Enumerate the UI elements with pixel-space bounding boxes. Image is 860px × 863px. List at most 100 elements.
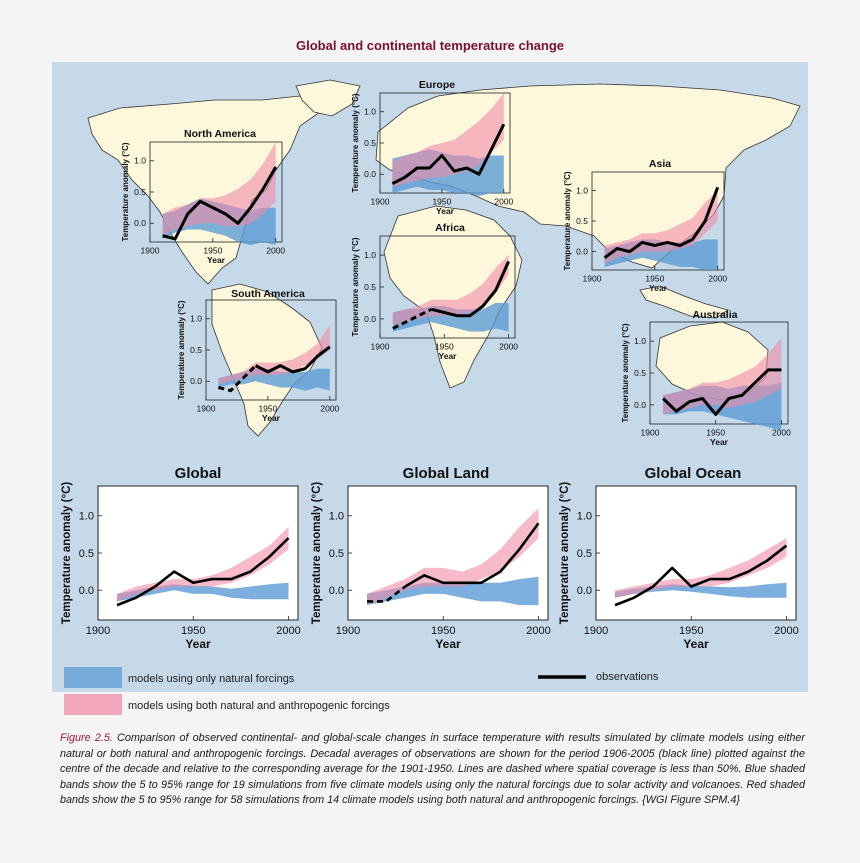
africa-anthropogenic-band — [392, 255, 509, 326]
australia-xlabel: Year — [710, 437, 729, 447]
global-land-observations-line — [404, 522, 540, 588]
africa-xtick-label: 1950 — [435, 342, 454, 352]
europe-ytick-label: 0.0 — [364, 169, 376, 179]
global-ocean-xtick-label: 1950 — [679, 625, 703, 637]
australia-xtick-label: 1900 — [641, 428, 660, 438]
global-land-observations-dashed — [367, 585, 406, 603]
global-ytick-label: 0.0 — [79, 585, 94, 597]
global-ocean-ytick-label: 0.0 — [577, 585, 592, 597]
north-america-ytick-label: 0.5 — [134, 187, 146, 197]
legend: models using only natural forcings model… — [64, 667, 659, 715]
asia-xtick-label: 2000 — [708, 274, 727, 284]
south-america-chart: 0.0 0.5 1.0 1900 1950 2000 Year Temperature ano… — [177, 288, 340, 423]
global-land-natural-band — [367, 576, 539, 606]
australia-ylabel: Temperature anomaly (°C) — [621, 323, 630, 422]
africa-ytick-label: 0.5 — [364, 282, 376, 292]
australia-ytick-label: 0.0 — [634, 400, 646, 410]
caption-label: Figure 2.5. — [60, 732, 113, 744]
europe-xtick-label: 1950 — [432, 197, 451, 207]
europe-ytick-label: 0.5 — [364, 138, 376, 148]
australia-xtick-label: 1950 — [706, 428, 725, 438]
europe-xtick-label: 1900 — [371, 197, 390, 207]
asia-ylabel: Temperature anomaly (°C) — [563, 171, 572, 270]
asia-title: Asia — [649, 158, 671, 170]
asia-xlabel: Year — [649, 283, 668, 293]
caption-text: Comparison of observed continental- and … — [60, 732, 805, 806]
africa-ytick-label: 0.0 — [364, 314, 376, 324]
global-land-title: Global Land — [403, 465, 490, 482]
asia-xtick-label: 1950 — [645, 274, 664, 284]
global-xlabel: Year — [185, 637, 211, 651]
south-america-ytick-label: 0.5 — [190, 345, 202, 355]
global-land-xtick-label: 2000 — [526, 625, 550, 637]
south-america-ylabel: Temperature anomaly (°C) — [177, 300, 186, 399]
global-title: Global — [175, 465, 222, 482]
global-ocean-ytick-label: 1.0 — [577, 511, 592, 523]
africa-xlabel: Year — [439, 351, 458, 361]
legend-both-swatch — [64, 694, 122, 715]
europe-ylabel: Temperature anomaly (°C) — [351, 93, 360, 192]
australia-ytick-label: 1.0 — [634, 336, 646, 346]
global-land-ytick-label: 0.5 — [329, 548, 344, 560]
australia-chart: 0.0 0.5 1.0 1900 1950 2000 Year Temperature ano… — [621, 309, 791, 447]
south-america-xlabel: Year — [262, 413, 281, 423]
global-ocean-xtick-label: 2000 — [774, 625, 798, 637]
global-ocean-xtick-label: 1900 — [584, 625, 608, 637]
north-america-xtick-label: 1950 — [203, 246, 222, 256]
global-xtick-label: 2000 — [276, 625, 300, 637]
south-america-land — [211, 283, 323, 437]
global-land-xtick-label: 1950 — [431, 625, 455, 637]
africa-xtick-label: 1900 — [371, 342, 390, 352]
legend-observations-label: observations — [596, 671, 659, 683]
global-land-anthropogenic-band — [367, 508, 539, 606]
australia-anthropogenic-band — [663, 337, 782, 415]
north-america-xtick-label: 2000 — [266, 246, 285, 256]
north-america-title: North America — [184, 128, 256, 140]
global-ocean-ytick-label: 0.5 — [577, 548, 592, 560]
legend-both-label: models using both natural and anthropoge… — [128, 700, 390, 712]
greenland-land — [295, 79, 361, 117]
asia-observations-line — [603, 186, 720, 259]
africa-chart: 0.0 0.5 1.0 1900 1950 2000 Year Temperature ano… — [351, 222, 518, 361]
se-asia-islands — [639, 285, 729, 319]
global-xtick-label: 1950 — [181, 625, 205, 637]
asia-ytick-label: 0.0 — [576, 247, 588, 257]
africa-ylabel: Temperature anomaly (°C) — [351, 237, 360, 336]
global-land-ytick-label: 0.0 — [329, 585, 344, 597]
asia-anthropogenic-band — [604, 190, 718, 264]
europe-ytick-label: 1.0 — [364, 107, 376, 117]
figure-title: Global and continental temperature chang… — [296, 38, 564, 53]
europe-xtick-label: 2000 — [494, 197, 513, 207]
global-land-xtick-label: 1900 — [336, 625, 360, 637]
africa-title: Africa — [435, 222, 465, 234]
africa-land — [383, 205, 523, 389]
australia-observations-line — [662, 368, 782, 416]
europe-chart: 0.0 0.5 1.0 1900 1950 2000 Year Temperature ano… — [351, 79, 514, 216]
australia-title: Australia — [693, 309, 738, 321]
south-america-ytick-label: 1.0 — [190, 314, 202, 324]
global-land-ytick-label: 1.0 — [329, 511, 344, 523]
global-ocean-title: Global Ocean — [645, 465, 742, 482]
north-america-xtick-label: 1900 — [141, 246, 160, 256]
north-america-observations-line — [162, 166, 278, 241]
figure-caption: Figure 2.5. Comparison of observed conti… — [60, 731, 805, 809]
global-ytick-label: 1.0 — [79, 511, 94, 523]
europe-observations-line — [391, 123, 506, 185]
south-america-anthropogenic-band — [218, 325, 330, 385]
global-observations-line — [116, 537, 290, 607]
global-ocean-ylabel: Temperature anomaly (°C) — [559, 482, 571, 625]
global-ocean-chart: 0.0 0.5 1.0 1900 1950 2000 Year Temperature ano… — [559, 465, 799, 651]
global-land-chart: 0.0 0.5 1.0 1900 1950 2000 Year Temperature ano… — [311, 465, 551, 651]
legend-natural-swatch — [64, 667, 122, 688]
south-america-observations-dashed — [218, 364, 257, 393]
africa-observations-line — [431, 260, 510, 318]
europe-title: Europe — [419, 79, 455, 91]
africa-xtick-label: 2000 — [499, 342, 518, 352]
africa-ytick-label: 1.0 — [364, 250, 376, 260]
north-america-chart: 0.0 0.5 1.0 1900 1950 2000 Year Temperature ano… — [121, 128, 285, 265]
south-america-xtick-label: 2000 — [320, 404, 339, 414]
legend-natural-label: models using only natural forcings — [128, 673, 295, 685]
global-land-xlabel: Year — [435, 637, 461, 651]
global-ocean-xlabel: Year — [683, 637, 709, 651]
global-land-ylabel: Temperature anomaly (°C) — [311, 482, 323, 625]
